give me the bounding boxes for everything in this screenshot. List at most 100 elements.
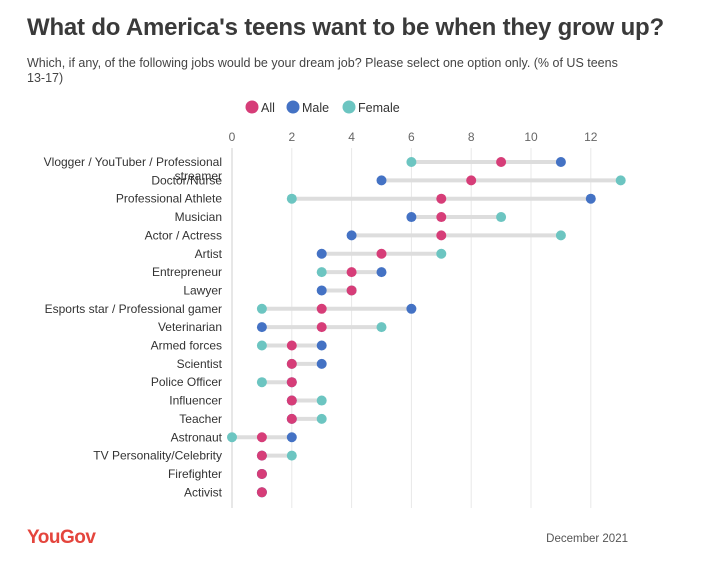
category-label: Scientist: [177, 357, 223, 371]
chart-row: [227, 432, 297, 443]
category-label: Doctor/Nurse: [151, 173, 222, 187]
point-male: [406, 212, 417, 223]
chart-row: [346, 230, 566, 241]
point-female: [376, 322, 387, 333]
category-label: TV Personality/Celebrity: [93, 449, 222, 463]
category-label: Influencer: [169, 394, 222, 408]
point-female: [436, 248, 447, 259]
point-male: [555, 157, 566, 167]
x-tick-label: 0: [229, 130, 236, 144]
point-all: [346, 267, 357, 278]
point-male: [406, 303, 417, 314]
chart-legend: All Male Female: [245, 100, 400, 115]
chart-row: [286, 193, 596, 204]
point-female: [227, 432, 237, 443]
point-all: [466, 175, 477, 186]
yougov-logo: YouGov: [27, 527, 96, 548]
category-label: Teacher: [179, 412, 222, 426]
point-female: [256, 377, 267, 388]
chart-row: [286, 413, 327, 424]
chart-row: [406, 157, 566, 167]
y-axis: Vlogger / YouTuber / Professional streame…: [44, 148, 233, 508]
point-female: [316, 267, 327, 278]
category-label: Entrepreneur: [152, 265, 222, 279]
point-female: [496, 212, 507, 223]
category-label: Esports star / Professional gamer: [45, 302, 222, 316]
chart-title: What do America's teens want to be when …: [27, 14, 664, 41]
point-all: [256, 487, 267, 498]
category-label: Musician: [175, 210, 222, 224]
chart-rows: [227, 157, 626, 498]
point-male: [316, 248, 327, 259]
legend-label-female: Female: [358, 101, 400, 115]
chart-row: [256, 303, 417, 314]
chart-row: [256, 450, 297, 461]
point-all: [286, 377, 297, 388]
x-tick-label: 2: [288, 130, 295, 144]
legend-marker-all: [245, 100, 259, 114]
point-all: [256, 432, 267, 443]
point-all: [256, 450, 267, 461]
category-label: Professional Athlete: [116, 192, 222, 206]
point-female: [316, 413, 327, 424]
publication-date: December 2021: [546, 533, 628, 545]
category-label: Astronaut: [171, 430, 223, 444]
x-tick-label: 12: [584, 130, 598, 144]
point-female: [555, 230, 566, 241]
point-all: [286, 413, 297, 424]
point-all: [496, 157, 507, 167]
chart-row: [256, 468, 267, 479]
point-all: [436, 212, 447, 223]
category-label: Lawyer: [183, 283, 222, 297]
point-male: [376, 175, 387, 186]
x-tick-label: 10: [524, 130, 538, 144]
category-label: Armed forces: [151, 339, 222, 353]
chart-row: [286, 358, 327, 369]
chart-row: [256, 340, 327, 351]
point-male: [256, 322, 267, 333]
chart-row: [256, 487, 267, 498]
point-all: [256, 468, 267, 479]
point-female: [316, 395, 327, 406]
category-label: Activist: [184, 485, 223, 499]
point-female: [256, 340, 267, 351]
chart-row: [406, 212, 507, 223]
chart-row: [256, 322, 387, 333]
point-all: [436, 193, 447, 204]
point-all: [286, 395, 297, 406]
category-label: Actor / Actress: [145, 228, 222, 242]
point-female: [256, 303, 267, 314]
point-male: [286, 432, 297, 443]
category-label: Police Officer: [151, 375, 222, 389]
point-male: [585, 193, 596, 204]
point-male: [376, 267, 387, 278]
point-all: [286, 358, 297, 369]
point-all: [316, 303, 327, 314]
point-all: [436, 230, 447, 241]
point-all: [316, 322, 327, 333]
chart-subtitle: Which, if any, of the following jobs wou…: [27, 56, 618, 85]
point-all: [346, 285, 357, 296]
point-male: [346, 230, 357, 241]
chart-row: [316, 248, 447, 259]
chart-row: [316, 267, 387, 278]
point-female: [615, 175, 626, 186]
category-label: Veterinarian: [158, 320, 222, 334]
point-male: [316, 340, 327, 351]
x-tick-label: 8: [468, 130, 475, 144]
category-label: Vlogger / YouTuber / Professional streame…: [44, 155, 222, 183]
chart-row: [316, 285, 357, 296]
category-label: Firefighter: [168, 467, 222, 481]
chart-row: [376, 175, 626, 186]
chart-row: [256, 377, 297, 388]
point-female: [286, 193, 297, 204]
x-tick-label: 4: [348, 130, 355, 144]
point-all: [376, 248, 387, 259]
category-label: Artist: [195, 247, 223, 261]
point-female: [406, 157, 417, 167]
point-all: [286, 340, 297, 351]
x-tick-label: 6: [408, 130, 415, 144]
point-female: [286, 450, 297, 461]
legend-marker-male: [286, 100, 300, 114]
chart-row: [286, 395, 327, 406]
